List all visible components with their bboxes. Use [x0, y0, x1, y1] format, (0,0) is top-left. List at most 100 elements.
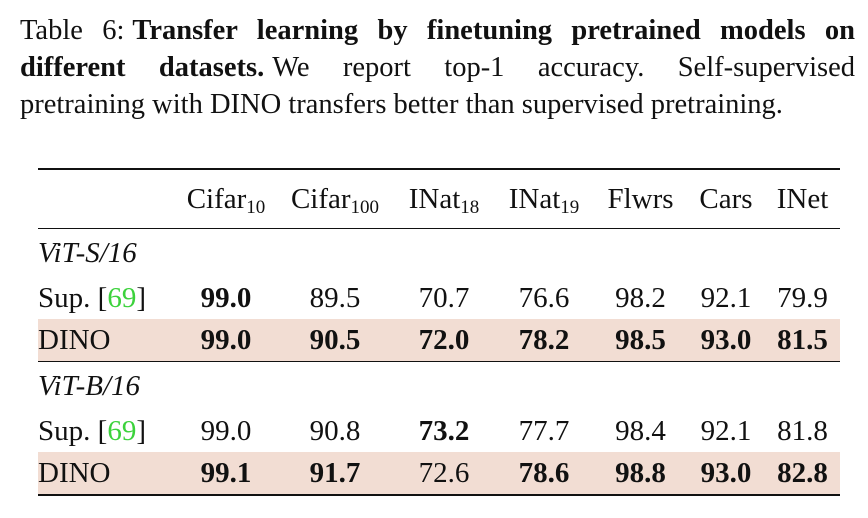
column-header-subscript: 100	[350, 197, 380, 218]
table-cell: 89.5	[276, 277, 394, 319]
table-cell: 73.2	[394, 410, 494, 452]
cell-value: 99.1	[200, 457, 252, 489]
cell-value: 91.7	[309, 457, 361, 489]
table-cell: 78.6	[494, 452, 594, 496]
table-cell: 81.5	[765, 319, 840, 362]
column-header-subscript: 18	[460, 197, 480, 218]
row-label-cell: Sup. [69]	[38, 415, 146, 447]
column-header-subscript: 19	[560, 197, 580, 218]
table-cell: 98.4	[594, 410, 687, 452]
cell-value: 98.5	[615, 324, 666, 356]
citation-link[interactable]: 69	[107, 282, 137, 314]
row-label-cell: DINO	[38, 452, 176, 496]
row-label-cell: DINO	[38, 319, 176, 362]
row-label: Sup.	[38, 415, 91, 447]
cell-value: 92.1	[700, 415, 752, 447]
cell-value: 78.6	[518, 457, 570, 489]
cell-value: 98.8	[615, 457, 666, 489]
cell-value: 89.5	[309, 282, 361, 314]
row-label: Sup.	[38, 282, 91, 314]
column-header-subscript: 10	[246, 197, 266, 218]
table-cell: 99.0	[176, 410, 276, 452]
table-cell: 81.8	[765, 410, 840, 452]
group-name: ViT-S/16	[38, 237, 137, 269]
column-header: INet	[765, 168, 840, 229]
results-table-container: Cifar10 Cifar100 INat18 INat19 Flwrs Cars INet…	[38, 168, 840, 496]
cell-value: 77.7	[518, 415, 570, 447]
table-cell: 77.7	[494, 410, 594, 452]
table-cell: 98.5	[594, 319, 687, 362]
group-name: ViT-B/16	[38, 361, 840, 410]
table-row: DINO 99.1 91.7 72.6 78.6 98.8 93.0 82.8	[38, 452, 840, 496]
cell-value: 90.5	[309, 324, 361, 356]
row-label: DINO	[38, 324, 111, 356]
header-row: Cifar10 Cifar100 INat18 INat19 Flwrs Cars INet	[38, 168, 840, 229]
table-cell: 99.0	[176, 319, 276, 362]
cell-value: 99.0	[200, 324, 252, 356]
group-row: ViT-B/16	[38, 361, 840, 410]
table-cell: 70.7	[394, 277, 494, 319]
table-cell: 76.6	[494, 277, 594, 319]
caption-body: We report top-1 accuracy. Self-supervise…	[20, 52, 855, 120]
table-cell: 98.8	[594, 452, 687, 496]
cell-value: 99.0	[200, 415, 252, 447]
column-header-name: Cars	[699, 183, 753, 215]
column-header-name: INat	[508, 183, 561, 215]
cell-value: 93.0	[700, 324, 752, 356]
column-header-name: INat	[408, 183, 461, 215]
table-caption: Table 6: Transfer learning by finetuning …	[20, 12, 855, 123]
table-cell: 99.1	[176, 452, 276, 496]
table-cell: 90.8	[276, 410, 394, 452]
cell-value: 93.0	[700, 457, 752, 489]
cell-value: 81.5	[777, 324, 828, 356]
table-cell: 91.7	[276, 452, 394, 496]
cell-value: 92.1	[700, 282, 752, 314]
group-row: ViT-S/16	[38, 229, 840, 278]
cell-value: 78.2	[518, 324, 570, 356]
table-cell: 92.1	[687, 410, 765, 452]
table-number: Table 6:	[20, 15, 125, 46]
cell-value: 72.0	[418, 324, 470, 356]
cell-value: 72.6	[418, 457, 470, 489]
cell-value: 98.2	[615, 282, 666, 314]
cell-value: 70.7	[418, 282, 470, 314]
table-cell: 90.5	[276, 319, 394, 362]
table-cell: 82.8	[765, 452, 840, 496]
table-cell: 72.0	[394, 319, 494, 362]
cell-value: 73.2	[418, 415, 470, 447]
table-cell: 72.6	[394, 452, 494, 496]
table-row: Sup. [69] 99.0 89.5 70.7 76.6 98.2 92.1 79.9	[38, 277, 840, 319]
results-table-body: Cifar10 Cifar100 INat18 INat19 Flwrs Cars INet…	[38, 168, 840, 496]
table-cell: 98.2	[594, 277, 687, 319]
header-corner	[38, 168, 176, 229]
cell-value: 76.6	[518, 282, 570, 314]
column-header: Flwrs	[594, 168, 687, 229]
column-header: INat19	[494, 168, 594, 229]
row-label-cell: Sup. [69]	[38, 282, 146, 314]
column-header: Cifar100	[276, 168, 394, 229]
table-cell: 93.0	[687, 319, 765, 362]
caption-title: Transfer learning by finetuning pretrain…	[20, 15, 855, 83]
table-row: Sup. [69] 99.0 90.8 73.2 77.7 98.4 92.1 81.8	[38, 410, 840, 452]
column-header: Cars	[687, 168, 765, 229]
row-label: DINO	[38, 457, 111, 489]
column-header: Cifar10	[176, 168, 276, 229]
cell-value: 90.8	[309, 415, 361, 447]
table-cell: 99.0	[176, 277, 276, 319]
table-cell: 93.0	[687, 452, 765, 496]
column-header: INat18	[394, 168, 494, 229]
table-cell: 78.2	[494, 319, 594, 362]
table-cell: 79.9	[765, 277, 840, 319]
column-header-name: INet	[776, 183, 829, 215]
column-header-name: Cifar	[186, 183, 247, 215]
citation-link[interactable]: 69	[107, 415, 137, 447]
results-table: Cifar10 Cifar100 INat18 INat19 Flwrs Cars INet…	[38, 168, 840, 496]
cell-value: 81.8	[777, 415, 828, 447]
cell-value: 79.9	[777, 282, 828, 314]
column-header-name: Cifar	[290, 183, 351, 215]
cell-value: 82.8	[777, 457, 828, 489]
cell-value: 99.0	[200, 282, 252, 314]
cell-value: 98.4	[615, 415, 666, 447]
table-row: DINO 99.0 90.5 72.0 78.2 98.5 93.0 81.5	[38, 319, 840, 362]
table-cell: 92.1	[687, 277, 765, 319]
